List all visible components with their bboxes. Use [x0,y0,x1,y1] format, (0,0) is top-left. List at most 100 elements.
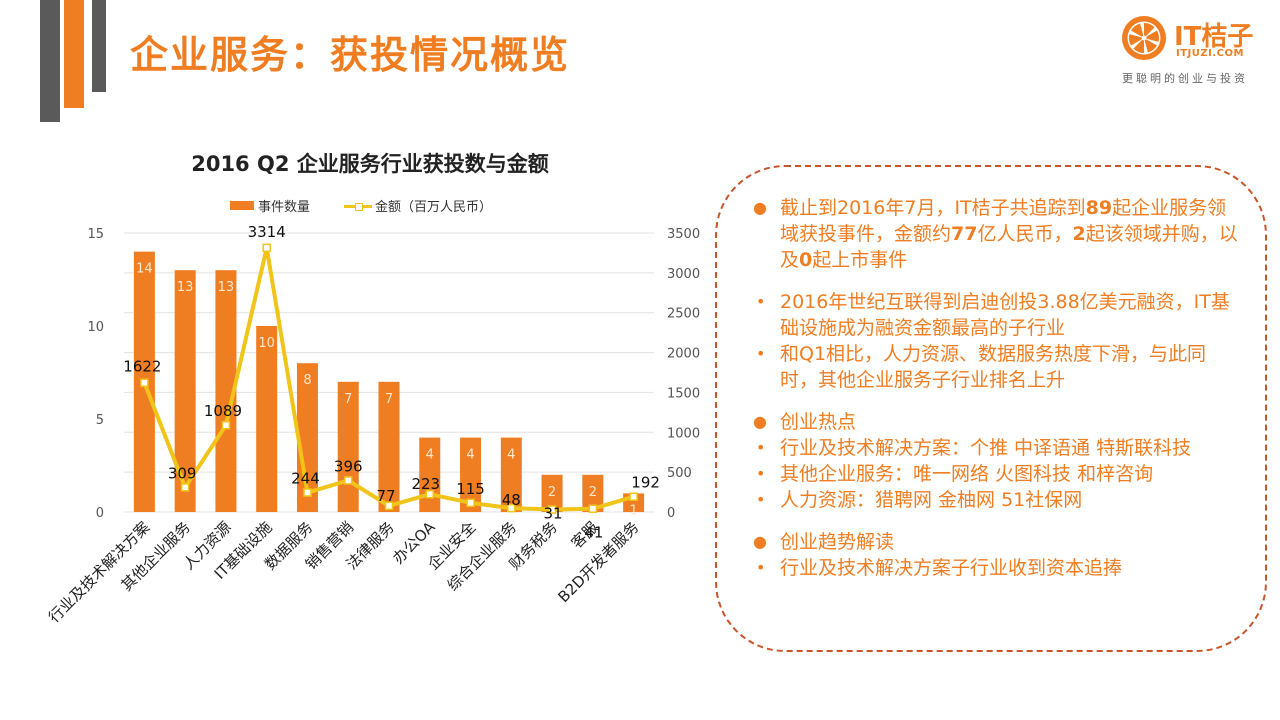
line-point [221,420,231,430]
bullet-icon: • [756,490,766,509]
bullet-icon: • [756,292,766,311]
info-text: 和Q1相比，人力资源、数据服务热度下滑，与此同时，其他企业服务子行业排名上升 [780,343,1207,391]
y-left-tick-label: 5 [96,413,104,428]
bar [378,381,400,512]
bar [174,270,196,512]
line-data-label: 396 [334,457,363,475]
info-text: 创业热点 [780,411,857,433]
line-data-label: 1089 [204,402,242,420]
line-data-label: 77 [376,487,395,505]
decor-gray-bar-right [92,0,106,92]
line-point [343,476,353,485]
bar-data-label: 8 [303,373,311,388]
line-point [140,378,149,387]
y-left-tick-label: 15 [87,227,104,242]
bullet-icon: ● [753,198,767,217]
bar [541,474,563,512]
info-text: 创业趋势解读 [780,531,895,553]
bar-data-label: 4 [507,448,515,463]
y-right-tick-label: 2500 [667,307,700,322]
chart-title: 2016 Q2 企业服务行业获投数与金额 [191,152,549,176]
legend-label-bar: 事件数量 [258,200,311,215]
info-highlight-number: 77 [951,223,978,245]
info-panel: ● 截止到2016年7月，IT桔子共追踪到89起企业服务领域获投事件，金额约77亿… [750,195,1240,581]
info-text: 行业及技术解决方案：个推 中译语通 特斯联科技 [780,437,1192,459]
y-right-tick-label: 3500 [667,227,700,242]
info-text: 人力资源：猎聘网 金柚网 51社保网 [780,489,1083,511]
line-point [303,488,312,497]
info-bullet-sub: • 其他企业服务：唯一网络 火图科技 和梓咨询 [750,461,1240,487]
info-gap [750,513,1240,529]
info-bullet-main: ● 截止到2016年7月，IT桔子共追踪到89起企业服务领域获投事件，金额约77亿… [750,195,1240,273]
bullet-icon: ● [753,412,767,431]
line-data-label: 1622 [123,358,161,376]
bar [296,363,318,512]
info-gap [750,273,1240,289]
decor-gray-bar-left [40,0,60,122]
line-data-label: 309 [168,464,197,482]
info-text: 亿人民币， [977,223,1073,245]
bar-data-label: 10 [258,336,275,351]
line-data-label: 115 [456,480,485,498]
bar-data-label: 2 [548,485,556,500]
line-point [547,505,557,514]
line-point [180,483,190,492]
bar-data-label: 2 [589,485,597,500]
bar-data-label: 7 [344,392,352,407]
info-text: 起该领域并购，以及 [780,223,1238,271]
bar [215,270,237,512]
legend-label-line: 金额（百万人民币） [375,200,493,215]
bar-data-label: 13 [218,280,235,295]
bullet-icon: • [756,558,766,577]
line-data-label: 244 [291,470,320,488]
info-highlight-number: 0 [799,249,813,271]
y-right-tick-label: 0 [667,506,675,521]
info-text: 2016年世纪互联得到启迪创投3.88亿美元融资，IT基础设施成为融资金额最高的… [780,291,1230,339]
line-data-label: 192 [631,474,660,492]
orange-slice-icon [1122,16,1166,60]
bullet-icon: • [756,344,766,363]
y-right-tick-label: 2000 [667,347,700,362]
line-data-label: 3314 [248,223,286,241]
line-point [588,504,598,513]
legend-item-line: 金额（百万人民币） [344,196,492,215]
info-box-border [715,165,1267,652]
decor-orange-bar [64,0,84,108]
y-right-tick-label: 3000 [667,267,700,282]
bar-data-label: 1 [629,503,637,518]
legend-item-bar: 事件数量 [230,196,310,215]
line-data-label: 41 [584,524,603,542]
logo-domain: ITJUZI.COM [1176,48,1244,59]
line-point [507,503,516,513]
bar [337,381,359,512]
bar-data-label: 13 [177,280,194,295]
legend-swatch-bar [230,201,254,210]
info-text: 其他企业服务：唯一网络 火图科技 和梓咨询 [780,463,1154,485]
y-left-tick-label: 0 [96,506,104,521]
info-highlight-number: 2 [1072,223,1086,245]
bullet-icon: • [756,464,766,483]
logo: IT桔子 ITJUZI.COM 更聪明的创业与投资 [1118,12,1268,88]
info-text: 行业及技术解决方案子行业收到资本追捧 [780,557,1123,579]
line-point [262,243,271,253]
legend-swatch-line [344,200,372,212]
y-left-tick-label: 10 [87,320,104,335]
bar [256,326,278,512]
info-bullet-sub: • 和Q1相比，人力资源、数据服务热度下滑，与此同时，其他企业服务子行业排名上升 [750,341,1240,393]
slide-title: 企业服务：获投情况概览 [130,33,571,77]
info-bullet-sub: • 人力资源：猎聘网 金柚网 51社保网 [750,487,1240,513]
line-data-label: 223 [411,475,440,493]
bar-data-label: 4 [466,448,474,463]
bar-data-label: 4 [426,448,434,463]
line-point [466,498,475,508]
line-point [629,492,638,501]
info-bullet-main: ● 创业热点 [750,409,1240,435]
info-bullet-sub: • 行业及技术解决方案子行业收到资本追捧 [750,555,1240,581]
y-right-tick-label: 500 [667,466,692,481]
info-text: 起上市事件 [812,249,908,271]
line-data-label: 48 [502,491,521,509]
bar-data-label: 7 [385,392,393,407]
y-right-tick-label: 1500 [667,386,700,401]
bullet-icon: ● [753,532,767,551]
